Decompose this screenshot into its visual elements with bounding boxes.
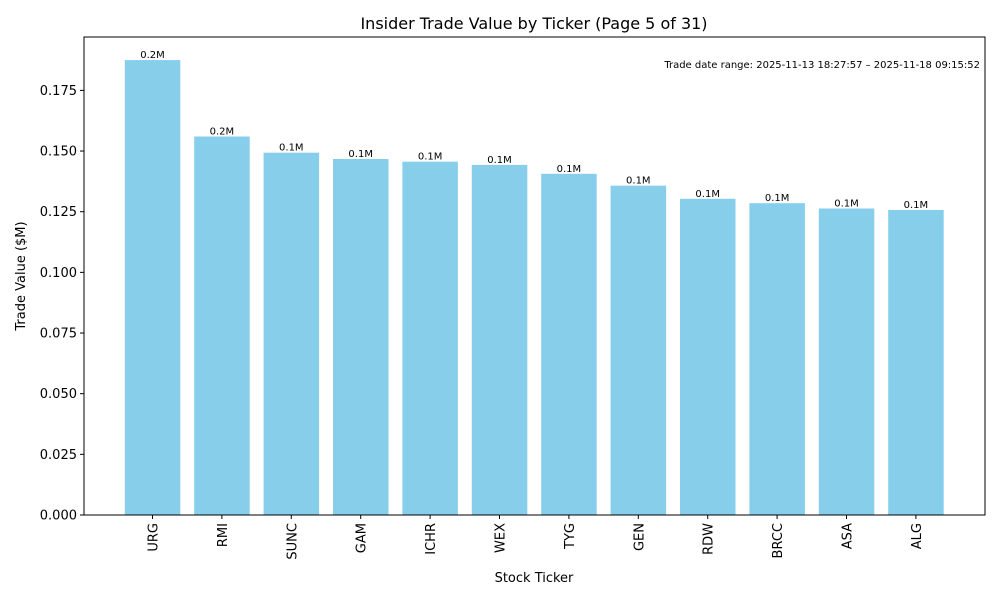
bar-wex: [471, 164, 528, 515]
bars-group: 0.2M 0.2M 0.1M 0.1M 0.1M 0.1M 0.1M 0.1M 0.1M 0.1M…: [124, 50, 944, 516]
data-label-brcc: 0.1M: [765, 193, 790, 204]
bar-rdw: [680, 198, 736, 516]
x-tick-label-tyg: TYG: [563, 523, 578, 550]
y-tick-label: 0.050: [40, 387, 77, 402]
x-tick-label-gam: GAM: [355, 523, 370, 553]
data-label-ichr: 0.1M: [418, 152, 443, 163]
y-tick-label: 0.025: [40, 448, 77, 463]
x-tick-label-rmi: RMI: [216, 523, 231, 547]
bar-rmi: [194, 136, 250, 515]
x-tick-label-rdw: RDW: [702, 523, 717, 555]
plot-frame: [83, 36, 986, 516]
y-axis-ticks: 0.000 0.025 0.050 0.075 0.100 0.125 0.150 0.175: [40, 84, 84, 524]
data-label-alg: 0.1M: [904, 200, 929, 211]
bar-sunc: [263, 152, 320, 515]
data-label-gam: 0.1M: [348, 149, 373, 160]
chart-title: Insider Trade Value by Ticker (Page 5 of…: [360, 14, 707, 33]
y-tick-label: 0.125: [40, 205, 77, 220]
bar-alg: [888, 210, 944, 515]
x-tick-label-brcc: BRCC: [771, 523, 786, 558]
data-label-rdw: 0.1M: [695, 189, 720, 200]
y-tick-label: 0.075: [40, 327, 77, 342]
y-tick-label: 0.000: [40, 509, 77, 524]
data-label-urg: 0.2M: [140, 50, 165, 61]
x-tick-label-ichr: ICHR: [424, 523, 439, 555]
data-label-sunc: 0.1M: [279, 143, 304, 154]
x-tick-label-gen: GEN: [632, 523, 647, 551]
date-range-annotation: Trade date range: 2025-11-13 18:27:57 – …: [663, 60, 980, 71]
data-label-asa: 0.1M: [834, 199, 859, 210]
bar-tyg: [541, 173, 597, 516]
bar-urg: [124, 60, 181, 515]
data-label-gen: 0.1M: [626, 176, 651, 187]
y-axis-title: Trade Value ($M): [14, 221, 29, 331]
bar-gam: [333, 159, 389, 515]
bar-asa: [818, 208, 875, 515]
y-tick-label: 0.150: [40, 145, 77, 160]
x-tick-label-urg: URG: [147, 523, 162, 552]
x-tick-label-wex: WEX: [494, 523, 509, 553]
data-label-tyg: 0.1M: [557, 164, 582, 175]
x-tick-label-asa: ASA: [841, 523, 856, 549]
y-tick-label: 0.175: [40, 84, 77, 99]
x-axis-title: Stock Ticker: [495, 571, 574, 586]
x-tick-label-alg: ALG: [910, 523, 925, 549]
x-axis-ticks: URG RMI SUNC GAM ICHR WEX TYG GEN RDW BRCC ASA ALG: [147, 515, 925, 560]
data-label-wex: 0.1M: [487, 155, 512, 166]
data-label-rmi: 0.2M: [210, 127, 235, 138]
y-tick-label: 0.100: [40, 266, 77, 281]
bar-brcc: [749, 203, 805, 515]
bar-gen: [610, 185, 667, 515]
x-tick-label-sunc: SUNC: [285, 523, 300, 560]
bar-ichr: [402, 161, 458, 515]
